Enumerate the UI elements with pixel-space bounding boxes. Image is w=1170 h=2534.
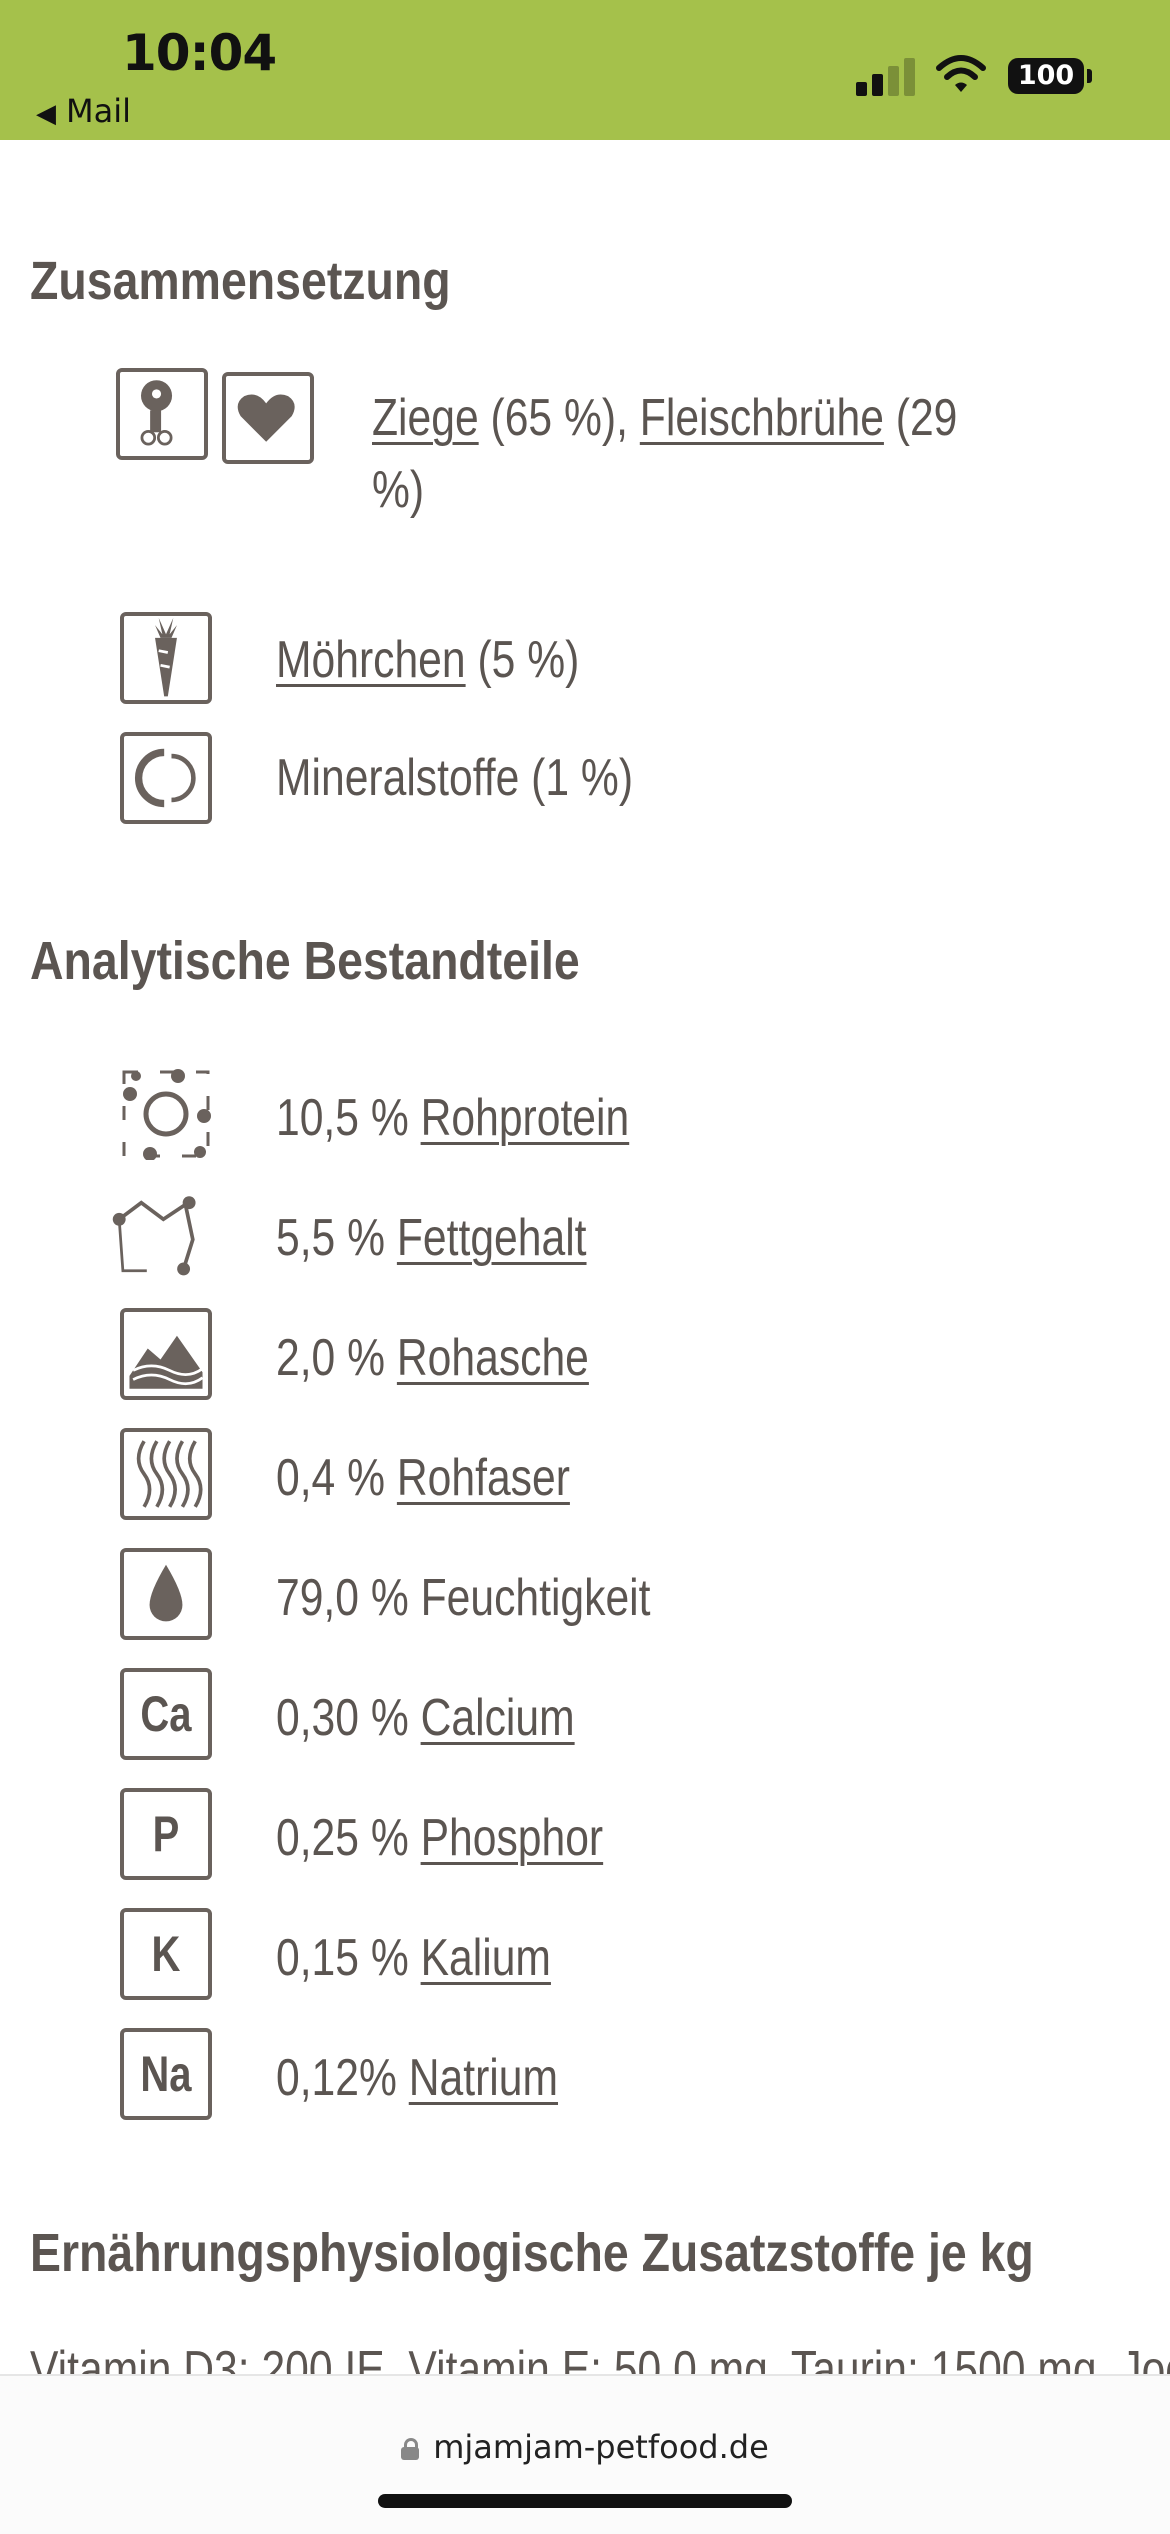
calcium-icon: Ca — [120, 1668, 212, 1760]
kalium-symbol: K — [151, 1926, 181, 1982]
back-to-mail-link[interactable]: ◀ Mail — [36, 92, 131, 130]
natrium-symbol: Na — [140, 2046, 192, 2102]
home-indicator[interactable] — [378, 2494, 792, 2508]
battery-tip-icon — [1087, 69, 1092, 83]
url-text: mjamjam-petfood.de — [433, 2428, 769, 2466]
moisture-value: 79,0 % — [276, 1569, 421, 1627]
back-label: Mail — [66, 92, 131, 130]
natrium-value: 0,12% — [276, 2049, 409, 2107]
phosphor-value: 0,25 % — [276, 1809, 421, 1867]
fat-value: 5,5 % — [276, 1209, 397, 1267]
status-bar: 10:04 ◀ Mail 100 — [0, 0, 1170, 140]
natrium-icon: Na — [120, 2028, 212, 2120]
protein-value: 10,5 % — [276, 1089, 421, 1147]
meat-icon — [116, 368, 208, 460]
phosphor-link[interactable]: Phosphor — [420, 1809, 604, 1867]
battery-indicator: 100 — [1008, 58, 1084, 94]
status-time: 10:04 — [122, 24, 277, 82]
fat-icon — [110, 1188, 202, 1280]
back-arrow-icon: ◀ — [36, 99, 56, 129]
kalium-value: 0,15 % — [276, 1929, 421, 1987]
mineral-text: Mineralstoffe (1 %) — [276, 749, 634, 807]
calcium-symbol: Ca — [140, 1686, 192, 1742]
calcium-link[interactable]: Calcium — [420, 1689, 575, 1747]
ziege-link[interactable]: Ziege — [372, 389, 479, 447]
natrium-link[interactable]: Natrium — [408, 2049, 559, 2107]
feuchtigkeit-label: Feuchtigkeit — [420, 1569, 651, 1627]
rohfaser-link[interactable]: Rohfaser — [396, 1449, 570, 1507]
browser-address-bar[interactable]: mjamjam-petfood.de — [0, 2374, 1170, 2534]
lock-icon — [401, 2438, 420, 2460]
mineral-icon — [120, 732, 212, 824]
heart-icon — [222, 372, 314, 464]
carrot-icon — [120, 612, 212, 704]
composition-heading: Zusammensetzung — [30, 251, 451, 311]
fiber-value: 0,4 % — [276, 1449, 397, 1507]
composition-meat-text: Ziege (65 %), Fleischbrühe (29 — [372, 389, 958, 447]
kalium-link[interactable]: Kalium — [420, 1929, 551, 1987]
phosphor-symbol: P — [152, 1806, 180, 1862]
additives-heading: Ernährungsphysiologische Zusatzstoffe je… — [30, 2223, 1034, 2283]
rohprotein-link[interactable]: Rohprotein — [420, 1089, 630, 1147]
protein-icon — [120, 1068, 212, 1160]
fleischbruehe-link[interactable]: Fleischbrühe — [639, 389, 884, 447]
analytical-heading: Analytische Bestandteile — [30, 931, 580, 991]
moisture-icon — [120, 1548, 212, 1640]
composition-meat-text-line2: %) — [372, 461, 425, 519]
moehrchen-link[interactable]: Möhrchen — [276, 631, 466, 689]
ash-icon — [120, 1308, 212, 1400]
fiber-icon — [120, 1428, 212, 1520]
url-display[interactable]: mjamjam-petfood.de — [0, 2428, 1170, 2466]
signal-bars-icon — [856, 56, 916, 96]
ash-value: 2,0 % — [276, 1329, 397, 1387]
wifi-icon — [935, 54, 987, 94]
rohasche-link[interactable]: Rohasche — [396, 1329, 589, 1387]
carrot-text: Möhrchen (5 %) — [276, 631, 580, 689]
phosphor-icon: P — [120, 1788, 212, 1880]
fettgehalt-link[interactable]: Fettgehalt — [396, 1209, 587, 1267]
calcium-value: 0,30 % — [276, 1689, 421, 1747]
kalium-icon: K — [120, 1908, 212, 2000]
